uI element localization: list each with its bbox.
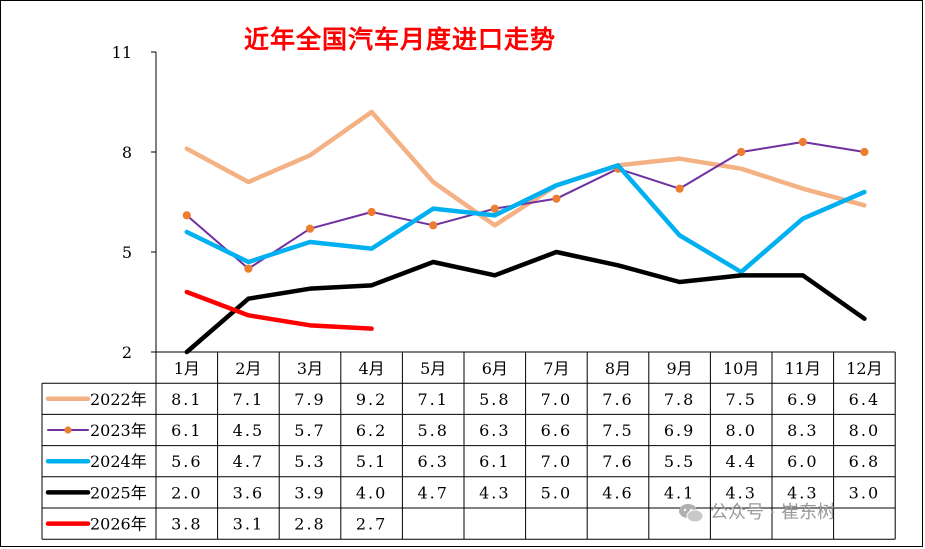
series-line-2025年 <box>184 249 867 355</box>
data-label-2026年-3月: 2.8 <box>294 515 325 534</box>
data-label-2024年-1月: 5.6 <box>171 452 202 471</box>
data-label-2023年-9月: 6.9 <box>664 421 695 440</box>
data-label-2022年-12月: 6.4 <box>849 390 880 409</box>
data-label-2024年-8月: 7.6 <box>602 452 633 471</box>
x-tick-label: 9月 <box>667 359 693 378</box>
data-label-2023年-11月: 8.3 <box>787 421 818 440</box>
x-tick-label: 11月 <box>785 359 821 378</box>
data-label-2022年-6月: 5.8 <box>479 390 510 409</box>
data-label-2024年-4月: 5.1 <box>356 452 387 471</box>
data-label-2023年-6月: 6.3 <box>479 421 510 440</box>
data-label-2023年-8月: 7.5 <box>602 421 633 440</box>
data-label-2022年-7月: 7.0 <box>541 390 572 409</box>
data-point-2023年-1月 <box>182 211 191 220</box>
wechat-icon <box>679 504 704 523</box>
watermark-text: 公众号 · 崔东树 <box>710 502 836 523</box>
data-point-2023年-9月 <box>675 184 684 193</box>
series-line-2022年 <box>184 109 867 228</box>
y-tick-label: 11 <box>112 43 132 62</box>
legend-marker-2023年 <box>64 426 72 434</box>
data-label-2022年-9月: 7.8 <box>664 390 695 409</box>
data-label-2023年-10月: 8.0 <box>725 421 756 440</box>
x-tick-label: 7月 <box>543 359 569 378</box>
data-label-2025年-1月: 2.0 <box>171 483 202 502</box>
data-label-2026年-4月: 2.7 <box>356 515 387 534</box>
data-label-2023年-1月: 6.1 <box>171 421 202 440</box>
data-label-2022年-11月: 6.9 <box>787 390 818 409</box>
series-line-2024年 <box>184 163 867 275</box>
data-label-2025年-12月: 3.0 <box>849 483 880 502</box>
data-point-2023年-3月 <box>305 224 315 233</box>
data-point-2023年-10月 <box>737 147 746 157</box>
data-label-2026年-2月: 3.1 <box>233 515 264 534</box>
data-label-2025年-4月: 4.0 <box>356 483 387 502</box>
data-point-2023年-11月 <box>798 137 807 147</box>
data-label-2024年-5月: 6.3 <box>417 452 448 471</box>
data-label-2025年-2月: 3.6 <box>233 483 264 502</box>
data-point-2023年-5月 <box>429 221 438 230</box>
data-label-2022年-8月: 7.6 <box>602 390 633 409</box>
data-label-2025年-3月: 3.9 <box>294 483 325 502</box>
data-label-2022年-1月: 8.1 <box>171 390 202 409</box>
legend-label-2023年: 2023年 <box>90 421 147 440</box>
data-label-2022年-3月: 7.9 <box>294 390 325 409</box>
x-tick-label: 2月 <box>235 359 261 378</box>
chart-title: 近年全国汽车月度进口走势 <box>244 25 557 54</box>
legend-label-2022年: 2022年 <box>90 390 147 409</box>
data-label-2024年-11月: 6.0 <box>787 452 818 471</box>
legend-label-2026年: 2026年 <box>90 515 147 534</box>
series-line-2026年 <box>184 289 374 331</box>
data-label-2023年-4月: 6.2 <box>356 421 387 440</box>
data-label-2025年-10月: 4.3 <box>725 483 756 502</box>
data-label-2023年-7月: 6.6 <box>541 421 572 440</box>
data-label-2023年-5月: 5.8 <box>417 421 448 440</box>
data-label-2024年-7月: 7.0 <box>541 452 572 471</box>
data-label-2022年-10月: 7.5 <box>725 390 756 409</box>
data-label-2025年-8月: 4.6 <box>602 483 633 502</box>
legend-label-2024年: 2024年 <box>90 452 147 471</box>
data-point-2023年-7月 <box>552 194 561 203</box>
data-label-2023年-2月: 4.5 <box>233 421 264 440</box>
data-label-2024年-10月: 4.4 <box>725 452 756 471</box>
data-point-2023年-12月 <box>860 147 869 157</box>
x-tick-label: 6月 <box>482 359 508 378</box>
x-tick-label: 4月 <box>359 359 385 378</box>
data-label-2025年-5月: 4.7 <box>417 483 448 502</box>
data-label-2022年-2月: 7.1 <box>233 390 264 409</box>
x-tick-label: 10月 <box>723 359 759 378</box>
data-label-2025年-11月: 4.3 <box>787 483 818 502</box>
data-label-2022年-5月: 7.1 <box>417 390 448 409</box>
data-label-2026年-1月: 3.8 <box>171 515 202 534</box>
x-tick-label: 8月 <box>605 359 631 378</box>
data-label-2023年-12月: 8.0 <box>849 421 880 440</box>
x-tick-label: 3月 <box>297 359 323 378</box>
x-tick-label: 5月 <box>420 359 446 378</box>
data-label-2025年-9月: 4.1 <box>664 483 695 502</box>
data-label-2024年-6月: 6.1 <box>479 452 510 471</box>
data-label-2024年-12月: 6.8 <box>849 452 880 471</box>
data-label-2024年-9月: 5.5 <box>664 452 695 471</box>
x-tick-label: 12月 <box>846 359 882 378</box>
data-label-2023年-3月: 5.7 <box>294 421 325 440</box>
y-tick-label: 5 <box>122 243 132 262</box>
x-tick-label: 1月 <box>174 359 200 378</box>
data-point-2023年-4月 <box>367 207 376 217</box>
y-tick-label: 8 <box>122 143 132 162</box>
y-tick-label: 2 <box>122 343 132 362</box>
data-label-2024年-2月: 4.7 <box>233 452 264 471</box>
legend-label-2025年: 2025年 <box>90 483 147 502</box>
data-label-2025年-7月: 5.0 <box>541 483 572 502</box>
data-point-2023年-6月 <box>490 204 499 213</box>
data-label-2022年-4月: 9.2 <box>356 390 387 409</box>
data-label-2025年-6月: 4.3 <box>479 483 510 502</box>
series-line-2023年 <box>185 141 866 270</box>
watermark: 公众号 · 崔东树 <box>678 498 835 524</box>
data-label-2024年-3月: 5.3 <box>294 452 325 471</box>
data-point-2023年-2月 <box>244 264 253 273</box>
